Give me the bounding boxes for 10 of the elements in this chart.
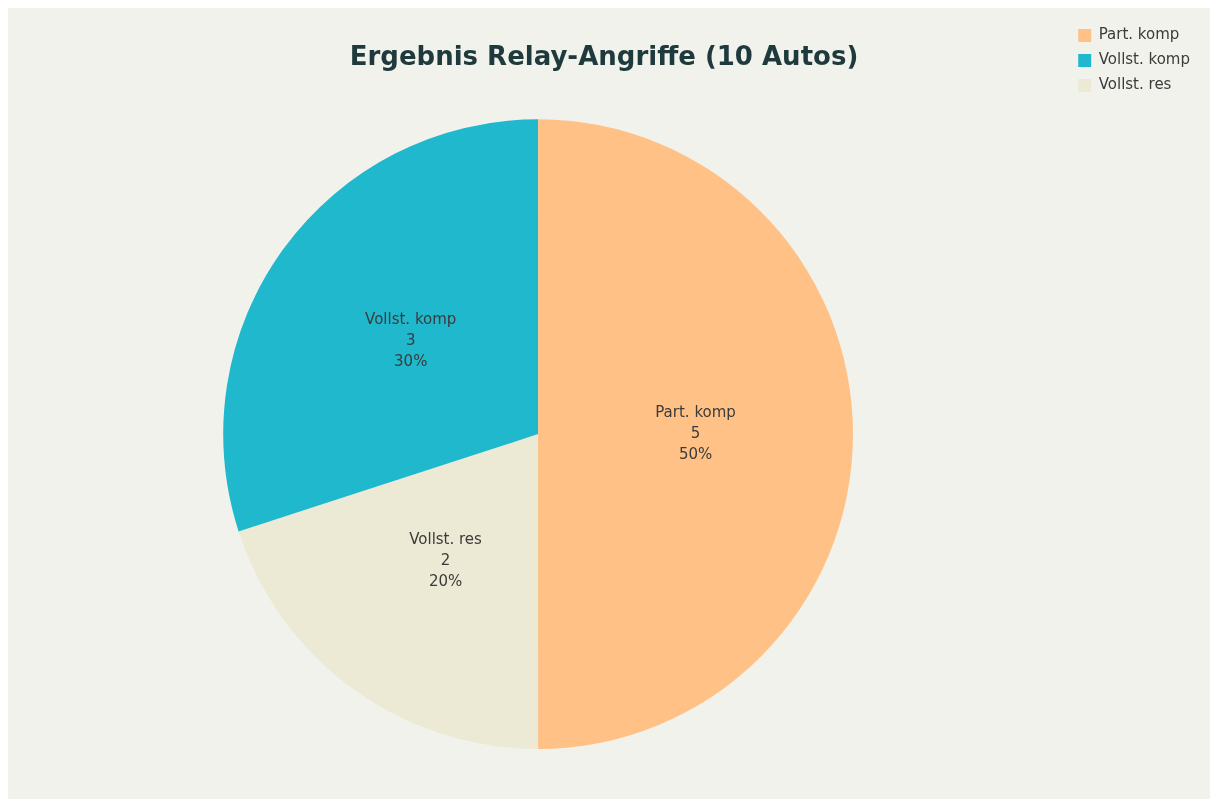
slice-label: Vollst. komp xyxy=(365,310,457,329)
data-label: 2 20% xyxy=(428,551,463,591)
text: Ergebnis Relay-Angriffe (10 Autos) xyxy=(349,41,859,72)
legend-label: Part. komp xyxy=(1098,25,1180,44)
legend-label: Vollst. komp xyxy=(1098,50,1191,69)
slice-label: Vollst. res xyxy=(409,530,483,549)
slice-label: Part. komp xyxy=(655,402,736,421)
data-label: 3 30% xyxy=(394,331,428,371)
legend-label: Vollst. res xyxy=(1098,75,1172,94)
data-label: 5 50% xyxy=(678,423,713,463)
